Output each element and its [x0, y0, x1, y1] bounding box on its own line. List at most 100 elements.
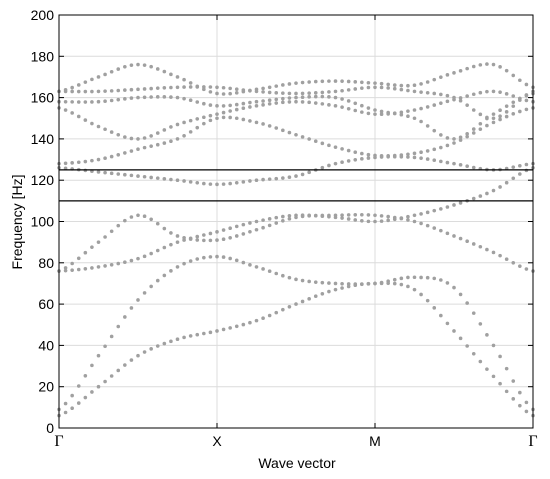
data-point: [129, 136, 134, 141]
data-point: [136, 95, 140, 100]
data-point: [425, 105, 430, 109]
data-point: [287, 275, 292, 280]
data-point: [333, 104, 338, 108]
data-point: [123, 172, 127, 177]
data-point: [366, 106, 371, 110]
data-point: [195, 180, 200, 185]
data-point: [360, 86, 364, 90]
data-point: [452, 203, 456, 207]
data-point: [458, 236, 463, 241]
data-point: [419, 292, 423, 297]
data-point: [215, 112, 219, 116]
data-point: [123, 135, 127, 139]
data-point: [129, 173, 134, 178]
data-point: [281, 176, 285, 180]
data-point: [155, 67, 160, 71]
y-tick-label: 160: [31, 90, 55, 106]
data-point: [90, 390, 94, 394]
data-point: [300, 172, 305, 177]
y-tick-label: 200: [31, 7, 55, 23]
data-point: [360, 212, 364, 217]
data-point: [261, 316, 265, 321]
y-tick-label: 0: [46, 420, 54, 436]
data-point: [274, 91, 279, 95]
data-point: [136, 213, 140, 218]
data-point: [379, 280, 384, 285]
data-point: [155, 86, 160, 90]
data-point: [412, 219, 417, 224]
data-point: [70, 100, 74, 104]
y-tick-label: 20: [38, 379, 54, 395]
data-point: [202, 238, 206, 243]
data-point: [234, 224, 239, 229]
data-point: [360, 219, 364, 223]
data-point: [386, 214, 390, 219]
data-point: [162, 273, 167, 278]
data-points: [57, 62, 535, 418]
data-point: [287, 100, 292, 104]
data-point: [300, 91, 305, 96]
data-point: [419, 119, 423, 124]
data-point: [353, 87, 358, 91]
data-point: [221, 85, 226, 90]
data-point: [353, 282, 358, 286]
data-point: [129, 149, 134, 153]
data-point: [142, 95, 147, 100]
data-point: [419, 82, 423, 86]
data-point: [485, 115, 489, 120]
data-point: [274, 310, 279, 315]
y-tick-label: 40: [38, 337, 54, 353]
data-point: [162, 86, 167, 90]
data-point: [287, 214, 292, 218]
data-point: [70, 89, 74, 94]
data-point: [399, 83, 404, 88]
data-point: [379, 214, 384, 218]
data-point: [169, 242, 173, 247]
data-point: [287, 130, 292, 135]
data-point: [202, 181, 206, 186]
data-point: [425, 275, 430, 280]
data-point: [221, 327, 226, 332]
data-point: [188, 334, 193, 338]
data-point: [392, 83, 397, 87]
data-point: [465, 94, 469, 98]
data-point: [182, 120, 186, 125]
data-point: [234, 91, 239, 95]
data-point: [491, 62, 496, 67]
data-point: [313, 79, 318, 84]
data-point: [294, 302, 298, 306]
data-point: [248, 105, 252, 109]
data-point: [373, 213, 377, 218]
data-point: [425, 80, 430, 84]
data-point: [478, 63, 483, 67]
data-point: [360, 80, 364, 85]
data-point: [419, 150, 423, 155]
data-point: [254, 104, 259, 108]
data-point: [445, 231, 450, 236]
data-point: [504, 366, 509, 371]
data-point: [425, 210, 430, 215]
data-point: [208, 231, 213, 236]
data-point: [162, 177, 167, 181]
data-point: [136, 174, 140, 178]
data-point: [103, 379, 107, 384]
data-point: [103, 264, 107, 268]
y-tick-label: 60: [38, 296, 54, 312]
data-point: [386, 154, 390, 158]
data-point: [155, 221, 160, 226]
data-point: [142, 87, 147, 91]
data-point: [366, 219, 371, 224]
data-point: [373, 108, 377, 112]
data-point: [274, 97, 279, 102]
data-point: [83, 100, 88, 104]
data-point: [498, 90, 502, 94]
data-point: [386, 82, 390, 87]
data-point: [327, 103, 331, 107]
data-point: [353, 101, 358, 106]
data-point: [70, 111, 74, 115]
data-point: [221, 115, 226, 120]
data-point: [452, 161, 456, 166]
data-point: [228, 86, 232, 91]
data-point: [261, 86, 265, 91]
data-point: [511, 397, 516, 401]
